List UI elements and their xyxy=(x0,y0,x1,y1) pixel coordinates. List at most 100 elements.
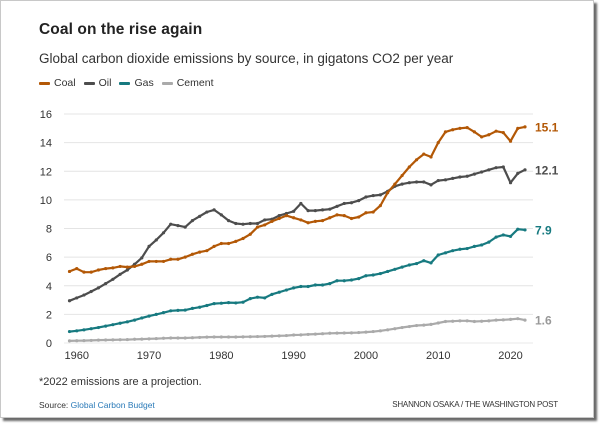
data-point-cement xyxy=(234,335,238,339)
data-point-oil xyxy=(422,180,426,184)
source-link[interactable]: Global Carbon Budget xyxy=(70,400,155,410)
data-point-gas xyxy=(219,301,223,305)
data-point-cement xyxy=(306,332,310,337)
data-point-oil xyxy=(277,214,281,218)
series-cement xyxy=(67,317,527,343)
y-tick-label: 14 xyxy=(40,138,52,150)
data-point-gas xyxy=(284,288,289,292)
data-point-gas xyxy=(313,283,317,287)
data-point-coal xyxy=(154,259,158,264)
data-point-cement xyxy=(494,318,498,322)
data-point-coal xyxy=(487,133,491,137)
data-point-cement xyxy=(75,339,79,343)
data-point-coal xyxy=(125,265,129,269)
data-point-oil xyxy=(342,201,346,206)
data-point-coal xyxy=(132,264,137,269)
data-point-coal xyxy=(226,241,231,246)
data-point-cement xyxy=(414,323,419,328)
data-point-coal xyxy=(523,125,527,129)
data-point-gas xyxy=(335,279,339,283)
legend-swatch-gas xyxy=(119,81,131,85)
data-point-gas xyxy=(255,295,260,299)
data-point-gas xyxy=(292,286,296,290)
data-point-gas xyxy=(176,308,180,312)
source-label: Source: xyxy=(39,400,69,410)
data-point-coal xyxy=(320,219,325,223)
line-coal xyxy=(69,125,526,274)
x-tick-label: 1970 xyxy=(137,350,161,362)
data-point-coal xyxy=(190,252,195,256)
x-tick-label: 2000 xyxy=(354,350,378,362)
line-oil xyxy=(69,165,526,302)
data-point-coal xyxy=(508,139,513,143)
data-point-coal xyxy=(241,236,245,241)
data-point-cement xyxy=(284,333,289,338)
data-point-gas xyxy=(299,284,303,289)
data-point-gas xyxy=(480,243,484,247)
line-cement xyxy=(69,317,526,342)
data-point-cement xyxy=(198,335,202,340)
data-point-oil xyxy=(198,214,202,218)
data-point-gas xyxy=(472,244,476,248)
data-point-gas xyxy=(132,318,137,322)
data-point-gas xyxy=(328,282,332,286)
end-label-cement: 1.6 xyxy=(535,314,552,328)
data-point-oil xyxy=(523,168,527,172)
data-point-coal xyxy=(212,244,216,248)
data-point-gas xyxy=(67,329,72,334)
data-point-oil xyxy=(248,221,252,226)
data-point-coal xyxy=(378,204,382,208)
data-point-oil xyxy=(147,244,151,248)
data-point-coal xyxy=(198,250,202,254)
data-point-oil xyxy=(400,182,404,186)
data-point-coal xyxy=(284,214,289,218)
data-point-cement xyxy=(154,336,158,341)
data-point-gas xyxy=(458,247,462,251)
data-point-cement xyxy=(205,335,209,339)
data-point-oil xyxy=(371,193,375,198)
data-point-oil xyxy=(414,180,419,184)
data-point-cement xyxy=(480,319,484,323)
data-point-cement xyxy=(190,336,195,340)
data-point-oil xyxy=(161,231,166,235)
data-point-cement xyxy=(487,319,491,323)
data-point-cement xyxy=(436,321,440,325)
data-point-gas xyxy=(349,278,354,282)
data-point-cement xyxy=(465,319,469,323)
data-point-cement xyxy=(357,330,361,335)
data-point-cement xyxy=(342,331,346,335)
data-point-coal xyxy=(140,262,144,266)
x-tick-label: 2020 xyxy=(498,350,522,362)
data-point-cement xyxy=(472,319,476,324)
data-point-gas xyxy=(248,297,252,301)
data-point-gas xyxy=(111,323,115,327)
data-point-gas xyxy=(154,312,158,316)
data-point-oil xyxy=(212,208,216,212)
data-point-coal xyxy=(219,241,223,246)
data-point-oil xyxy=(357,198,361,203)
data-point-cement xyxy=(277,334,281,338)
data-point-coal xyxy=(118,264,122,269)
data-point-gas xyxy=(378,271,382,276)
data-point-oil xyxy=(154,238,158,242)
data-point-oil xyxy=(436,178,440,183)
line-gas xyxy=(69,228,526,333)
chart-subtitle: Global carbon dioxide emissions by sourc… xyxy=(39,51,454,66)
x-tick-label: 1980 xyxy=(209,350,233,362)
data-point-coal xyxy=(501,131,505,135)
data-point-gas xyxy=(306,284,310,289)
data-point-gas xyxy=(422,259,426,263)
data-point-coal xyxy=(458,126,462,130)
legend-swatch-cement xyxy=(161,81,173,85)
x-tick-label: 1960 xyxy=(64,350,88,362)
legend-label-oil: Oil xyxy=(98,77,112,89)
data-point-cement xyxy=(96,338,101,342)
data-point-cement xyxy=(407,324,411,329)
data-point-cement xyxy=(501,318,505,322)
data-point-gas xyxy=(263,296,267,300)
data-point-oil xyxy=(306,209,310,213)
data-point-cement xyxy=(313,332,317,336)
data-point-gas xyxy=(205,303,209,308)
data-point-oil xyxy=(140,256,144,260)
data-point-gas xyxy=(226,301,231,305)
